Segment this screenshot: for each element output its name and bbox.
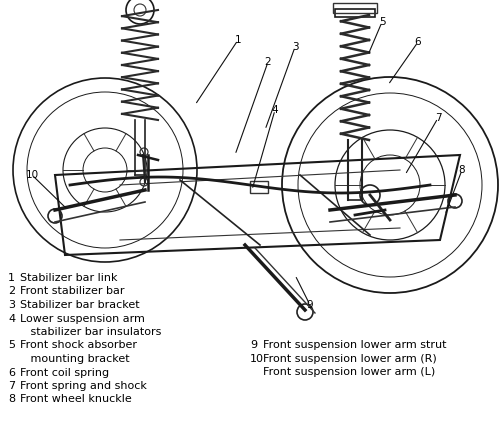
Text: Front suspension lower arm strut: Front suspension lower arm strut [263,340,446,350]
Text: Lower suspension arm: Lower suspension arm [20,314,145,323]
Text: 7: 7 [8,381,15,391]
Text: 4: 4 [272,105,278,115]
Text: Front suspension lower arm (R): Front suspension lower arm (R) [263,353,437,363]
Text: Front shock absorber: Front shock absorber [20,341,137,350]
Text: 3: 3 [292,42,298,52]
Text: Stabilizer bar bracket: Stabilizer bar bracket [20,300,140,310]
Text: Front stabilizer bar: Front stabilizer bar [20,287,124,296]
Text: 2: 2 [264,57,272,67]
Text: 9: 9 [306,300,314,310]
Text: 4: 4 [8,314,15,323]
Text: 1: 1 [8,273,15,283]
Text: 10: 10 [26,170,38,180]
Bar [333,3,377,13]
Text: Front wheel knuckle: Front wheel knuckle [20,395,132,405]
Text: 9: 9 [250,340,257,350]
Text: Front coil spring: Front coil spring [20,368,109,378]
Text: 2: 2 [8,287,15,296]
Text: 5: 5 [8,341,15,350]
Text: 6: 6 [414,37,422,47]
Text: Stabilizer bar link: Stabilizer bar link [20,273,117,283]
Text: 3: 3 [8,300,15,310]
Text: 10: 10 [250,353,264,363]
Text: 5: 5 [378,17,386,27]
Text: 1: 1 [234,35,242,45]
Text: 8: 8 [8,395,15,405]
Text: Front spring and shock: Front spring and shock [20,381,147,391]
Text: 8: 8 [458,165,466,175]
Text: 6: 6 [8,368,15,378]
Text: Front suspension lower arm (L): Front suspension lower arm (L) [263,367,435,377]
Text: mounting bracket: mounting bracket [20,354,130,364]
Text: stabilizer bar insulators: stabilizer bar insulators [20,327,162,337]
Bar [335,9,375,17]
Text: 7: 7 [434,113,442,123]
Bar [250,181,268,193]
